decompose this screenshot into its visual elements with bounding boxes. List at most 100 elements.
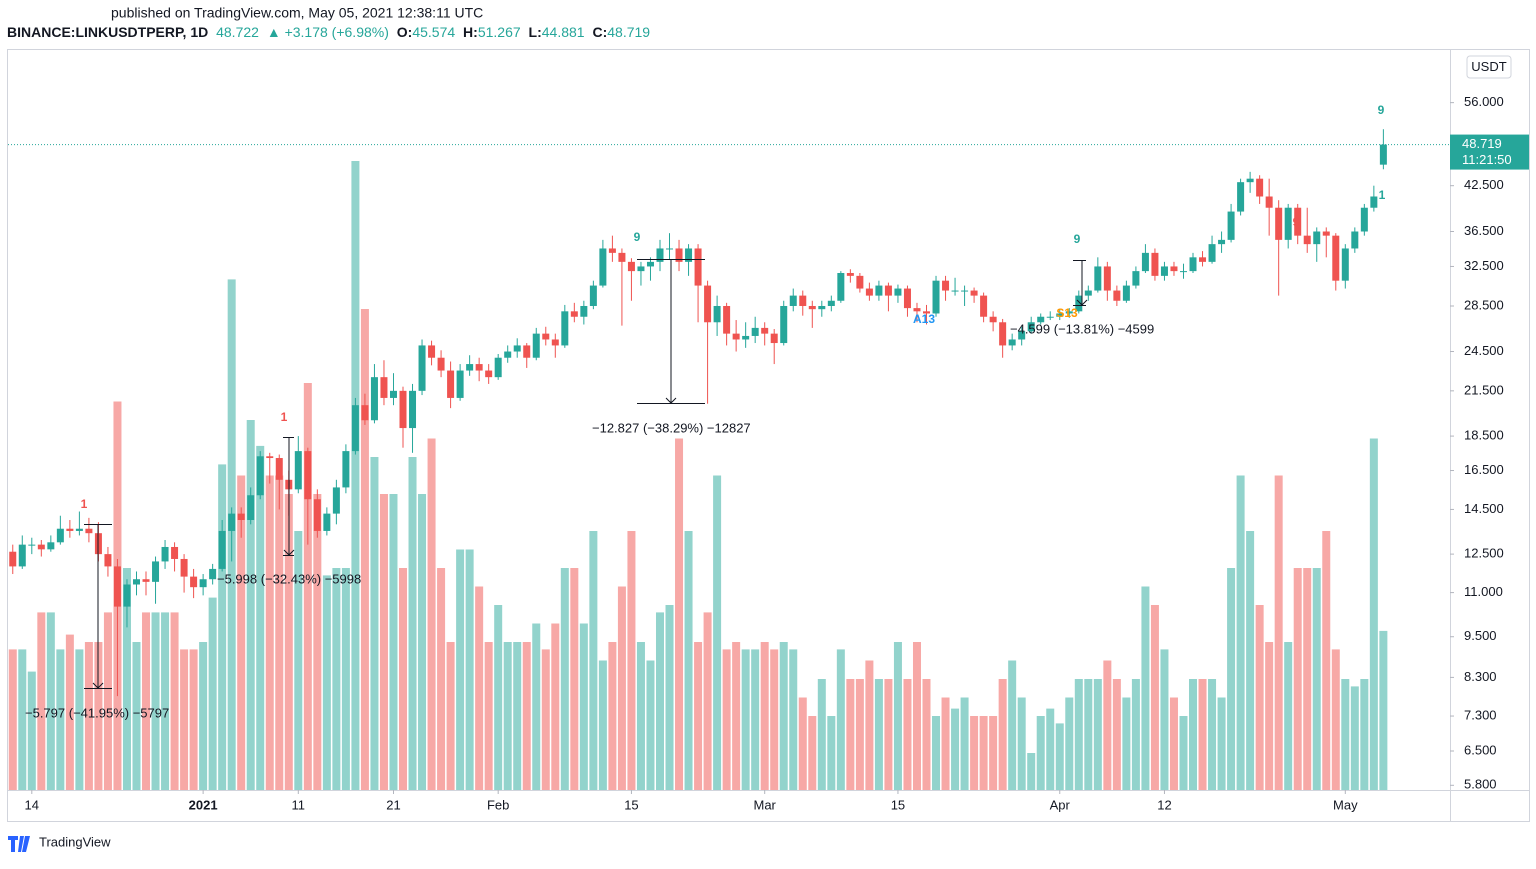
change: ▲ +3.178 (+6.98%) <box>267 24 389 40</box>
volume-bar <box>37 612 46 790</box>
volume-bar <box>874 679 883 790</box>
volume-bar <box>351 161 360 790</box>
volume-bar <box>84 642 93 790</box>
candle-body <box>447 370 455 398</box>
volume-bar <box>598 660 607 790</box>
volume-bar <box>1112 679 1121 790</box>
volume-bar <box>798 697 807 790</box>
candle-body <box>1294 207 1302 236</box>
y-tick-label: 56.000 <box>1464 94 1504 109</box>
volume-bar <box>1027 753 1036 790</box>
volume-bar <box>170 612 179 790</box>
candle-body <box>837 273 845 301</box>
ohlc-label: O: <box>397 24 413 40</box>
volume-bar <box>865 660 874 790</box>
volume-bar <box>627 531 636 790</box>
volume-bar <box>884 679 893 790</box>
candle-body <box>66 528 74 531</box>
candle-body <box>1170 266 1178 272</box>
volume-bar <box>1284 642 1293 790</box>
volume-bar <box>1255 605 1264 790</box>
candle-body <box>275 458 283 480</box>
candle-body <box>551 339 559 346</box>
volume-bar <box>893 642 902 790</box>
candle-body <box>1113 290 1121 301</box>
volume-bar <box>8 649 17 790</box>
candle-body <box>751 327 759 336</box>
volume-bar <box>1274 475 1283 790</box>
candle-body <box>646 261 654 267</box>
candle-body <box>875 285 883 296</box>
volume-bar <box>1331 649 1340 790</box>
candle-body <box>504 351 512 358</box>
volume-bar <box>741 649 750 790</box>
volume-bar <box>560 568 569 790</box>
candle-body <box>1151 252 1159 276</box>
candle-body <box>85 528 93 534</box>
candle-body <box>323 513 331 531</box>
volume-bar <box>722 649 731 790</box>
candle-body <box>942 280 950 291</box>
candle-body <box>789 295 797 306</box>
volume-bar <box>1350 686 1359 790</box>
candle-body <box>1046 316 1054 318</box>
candle-body <box>666 248 674 250</box>
candle-body <box>370 377 378 421</box>
candle-body <box>389 390 397 398</box>
volume-bar <box>541 649 550 790</box>
td-label: 1 <box>1379 188 1386 202</box>
volume-bar <box>579 623 588 790</box>
candle-body <box>827 300 835 306</box>
volume-bar <box>713 475 722 790</box>
volume-bar <box>1103 660 1112 790</box>
candle-body <box>494 357 502 378</box>
candle-body <box>342 451 350 488</box>
candle-body <box>1179 271 1187 273</box>
volume-bar <box>675 438 684 790</box>
candle-body <box>1218 239 1226 245</box>
candle-body <box>799 295 807 306</box>
candle-body <box>970 290 978 296</box>
volume-bar <box>418 494 427 790</box>
candle-body <box>980 295 988 317</box>
currency: USDT <box>1471 59 1506 74</box>
volume-bar <box>446 642 455 790</box>
volume-bar <box>503 642 512 790</box>
candle-body <box>1103 266 1111 291</box>
candle-body <box>818 305 826 310</box>
candle-body <box>1360 207 1368 232</box>
candle-body <box>675 248 683 262</box>
candle-body <box>1199 257 1207 262</box>
ohlc-label: L: <box>529 24 542 40</box>
candle-body <box>1189 257 1197 272</box>
volume-bar <box>151 612 160 790</box>
volume-bar <box>1122 697 1131 790</box>
candle-body <box>761 327 769 334</box>
volume-bar <box>370 457 379 790</box>
y-tick-label: 6.500 <box>1464 742 1497 757</box>
volume-bar <box>199 642 208 790</box>
volume-bar <box>275 475 284 790</box>
y-tick-label: 32.500 <box>1464 258 1504 273</box>
candle-body <box>171 546 179 559</box>
td-label: A13 <box>913 312 935 326</box>
candle-body <box>190 576 198 588</box>
volume-bar <box>570 568 579 790</box>
candle-body <box>1094 266 1102 291</box>
y-tick-label: 28.500 <box>1464 297 1504 312</box>
candle-body <box>351 405 359 452</box>
candle-body <box>466 364 474 371</box>
currency-box <box>1466 55 1512 79</box>
volume-bar <box>770 649 779 790</box>
volume-bar <box>694 642 703 790</box>
volume-bar <box>998 679 1007 790</box>
candle-body <box>1141 252 1149 272</box>
volume-bar <box>408 457 417 790</box>
volume-bar <box>94 642 103 790</box>
volume-bar <box>703 612 712 790</box>
published-note: published on TradingView.com, May 05, 20… <box>111 5 483 21</box>
volume-bar <box>1246 531 1255 790</box>
x-tick-label: 11 <box>292 797 306 812</box>
volume-bar <box>1312 568 1321 790</box>
